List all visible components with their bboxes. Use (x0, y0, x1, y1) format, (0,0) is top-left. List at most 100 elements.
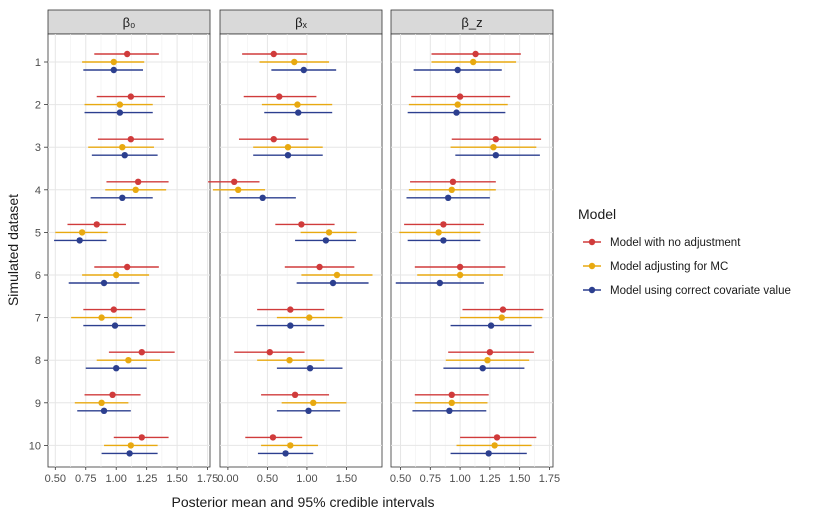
panel-2-mean-point (491, 442, 498, 449)
panel-2-x-ticks: 0.50 0.75 1.00 1.25 1.50 1.75 (390, 467, 560, 485)
legend-key-point (588, 286, 596, 294)
panel-1-plot-area (219, 33, 383, 468)
panel-1-x-tick-label: 1.50 (336, 473, 357, 485)
panel-0-x-tick-label: 1.50 (166, 473, 187, 485)
panel-2-strip (390, 9, 554, 35)
panel-0-mean-point (127, 93, 135, 100)
panel-0-mean-point (138, 349, 145, 356)
panel-1-marks (208, 50, 373, 457)
panel-2-x-tick-label: 1.25 (479, 473, 500, 485)
panel-0-mean-point (110, 306, 117, 313)
panel-1-mean-point (306, 365, 314, 372)
panel-2-mean-point (446, 407, 453, 414)
panel-2-mean-point (490, 144, 497, 151)
panel-0-x-ticks: 0.50 0.75 1.00 1.25 1.50 1.75 (45, 467, 218, 485)
panel-0-mean-point (125, 357, 132, 364)
panel-2-title: β_z (461, 15, 482, 30)
panel-1-mean-point (270, 50, 277, 58)
x-axis-title: Posterior mean and 95% credible interval… (171, 494, 434, 510)
panel-2-mean-point (456, 263, 464, 271)
panel-2: β_z 0.50 0.75 1.00 1.25 1.50 1.75 (390, 9, 560, 485)
panel-2-mean-point (435, 229, 442, 236)
panel-2-mean-point (440, 221, 447, 228)
panel-0-x-tick-label: 0.75 (75, 473, 96, 485)
panel-2-mean-point (440, 237, 447, 244)
panel-0: β₀ 0.50 0.75 1.00 1.25 1.50 1.75 (45, 9, 218, 485)
legend-title: Model (578, 206, 616, 222)
y-tick-label: 6 (35, 270, 41, 282)
y-tick-label: 5 (35, 227, 41, 239)
panel-1-mean-point (291, 391, 299, 398)
panel-2-mean-point (469, 58, 477, 66)
y-tick-label: 2 (35, 100, 41, 112)
panel-2-x-tick-label: 0.75 (420, 473, 441, 485)
panel-1-mean-point (231, 178, 238, 185)
panel-2-mean-point (472, 50, 479, 58)
panel-2-mean-point (498, 314, 505, 321)
panel-1-mean-point (282, 450, 289, 457)
y-axis-title: Simulated dataset (5, 194, 21, 306)
panel-0-mean-point (116, 109, 124, 116)
panel-1-mean-point (259, 194, 266, 201)
panel-0-mean-point (76, 237, 83, 244)
panel-1-mean-point (305, 407, 312, 414)
y-tick-label: 9 (35, 398, 41, 410)
panel-1-mean-point (333, 271, 341, 279)
panel-2-mean-point (436, 279, 444, 287)
panel-2-mean-point (485, 450, 492, 457)
panel-2-x-tick-label: 0.50 (390, 473, 411, 485)
panel-1-mean-point (284, 144, 292, 151)
panel-2-mean-point (487, 322, 495, 329)
legend-key-point (588, 238, 596, 246)
panel-2-mean-point (484, 357, 491, 364)
panel-2-x-tick-label: 1.75 (539, 473, 560, 485)
panel-0-mean-point (93, 221, 100, 228)
panel-1-mean-point (291, 58, 298, 66)
legend-label: Model using correct covariate value (610, 285, 791, 297)
legend-label: Model adjusting for MC (610, 261, 728, 273)
panel-1-mean-point (322, 237, 330, 244)
panel-1-x-ticks: 0.00 0.50 1.00 1.50 (217, 467, 357, 485)
panel-0-mean-point (132, 186, 139, 193)
y-tick-label: 8 (35, 355, 41, 367)
panel-2-mean-point (448, 399, 455, 406)
panel-2-mean-point (448, 186, 455, 193)
panel-0-mean-point (110, 66, 117, 74)
panel-1-mean-point (325, 229, 333, 236)
panel-2-x-tick-label: 1.50 (509, 473, 530, 485)
panel-0-mean-point (100, 407, 108, 414)
panel-2-mean-point (492, 152, 500, 159)
panel-0-mean-point (100, 279, 108, 287)
panel-2-mean-point (449, 178, 457, 185)
panel-0-mean-point (110, 58, 117, 66)
panel-1-mean-point (329, 279, 337, 287)
panel-0-mean-point (111, 322, 119, 329)
panel-2-marks (395, 50, 544, 457)
panel-1-mean-point (286, 357, 293, 364)
panel-1-mean-point (284, 152, 292, 159)
y-tick-label: 7 (35, 313, 41, 325)
legend-key-point (588, 262, 596, 270)
panel-0-mean-point (116, 101, 124, 108)
panel-1-mean-point (294, 101, 301, 108)
panel-0-x-tick-label: 0.50 (45, 473, 66, 485)
panel-0-mean-point (98, 314, 105, 321)
panel-2-mean-point (493, 434, 501, 441)
legend: Model Model with no adjustment Model adju… (578, 206, 791, 297)
panel-1-mean-point (316, 263, 323, 271)
panel-2-mean-point (456, 93, 464, 100)
panel-0-mean-point (127, 442, 135, 449)
panel-2-mean-point (486, 349, 494, 356)
panel-1-x-tick-label: 0.50 (257, 473, 278, 485)
panel-1-mean-point (234, 186, 242, 193)
panel-0-strip (47, 9, 211, 35)
panel-0-mean-point (126, 450, 133, 457)
panel-2-mean-point (479, 365, 486, 372)
panel-1-mean-point (266, 349, 273, 356)
panel-0-mean-point (134, 178, 142, 185)
panel-1-mean-point (298, 221, 305, 228)
panel-2-mean-point (444, 194, 452, 201)
panel-0-mean-point (138, 434, 145, 441)
panel-0-x-tick-label: 1.00 (105, 473, 126, 485)
